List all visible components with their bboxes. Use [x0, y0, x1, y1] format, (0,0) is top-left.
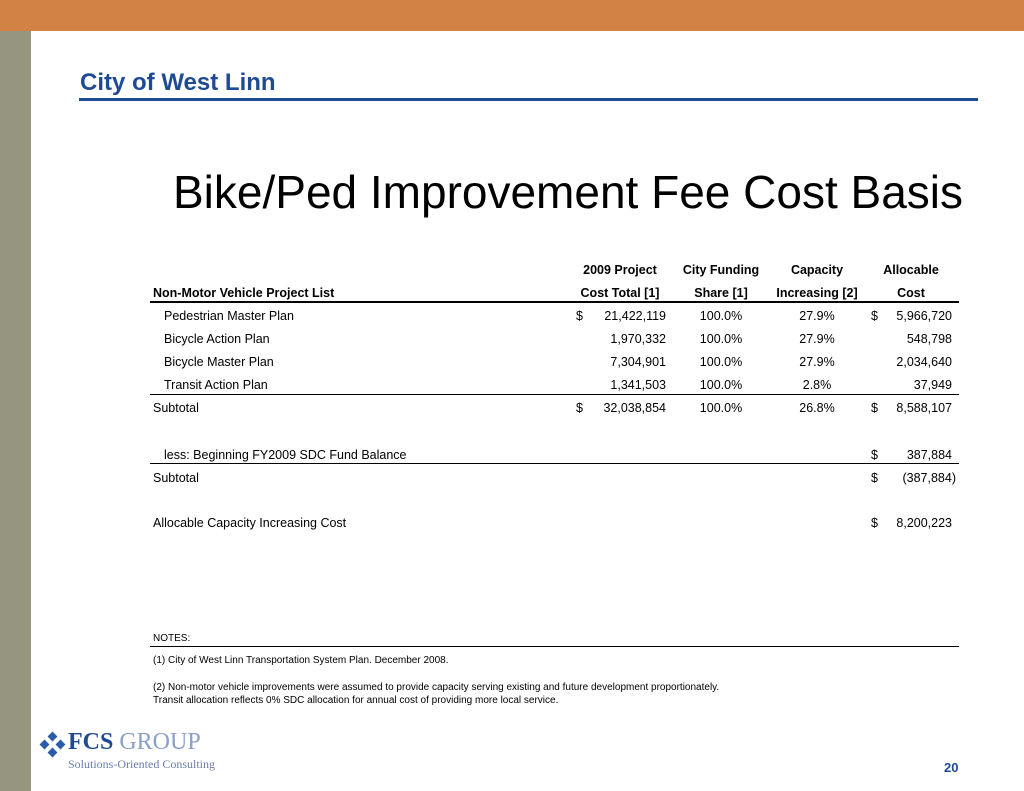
table-row-share: 100.0%	[699, 378, 743, 392]
subtotal2-label: Subtotal	[153, 471, 199, 485]
fund-balance-label: less: Beginning FY2009 SDC Fund Balance	[164, 448, 407, 462]
table-row-share: 100.0%	[699, 355, 743, 369]
slide-title: Bike/Ped Improvement Fee Cost Basis	[173, 166, 963, 218]
logo-fcs: FCS	[68, 729, 114, 755]
logo-wordmark: FCS GROUP	[68, 729, 201, 756]
fund-balance-symbol: $	[871, 448, 878, 462]
left-accent-bar	[0, 31, 31, 791]
header-rule	[79, 98, 978, 101]
table-row-alloc: 2,034,640	[896, 355, 952, 369]
table-row-share: 100.0%	[699, 332, 743, 346]
subtotal-share: 100.0%	[699, 401, 743, 415]
table-row-cost: 21,422,119	[604, 309, 666, 323]
col-header-capacity-line1: Capacity	[790, 263, 844, 277]
table-row-capacity: 2.8%	[802, 378, 832, 392]
table-row-name: Transit Action Plan	[164, 378, 268, 392]
table-row-name: Bicycle Action Plan	[164, 332, 270, 346]
table-row-capacity: 27.9%	[799, 332, 835, 346]
note-2-continued: Transit allocation reflects 0% SDC alloc…	[153, 695, 559, 706]
org-title: City of West Linn	[80, 69, 276, 96]
col-header-cost-line1: 2009 Project	[583, 263, 657, 277]
subtotal-cost-symbol: $	[576, 401, 583, 415]
subtotal-cost: 32,038,854	[603, 401, 666, 415]
col-header-allocable-line1: Allocable	[883, 263, 939, 277]
total-symbol: $	[871, 516, 878, 530]
note-2: (2) Non-motor vehicle improvements were …	[153, 682, 720, 693]
table-row-cost: 1,970,332	[610, 332, 666, 346]
table-row-cost: 1,341,503	[610, 378, 666, 392]
table-row-alloc-symbol: $	[871, 309, 878, 323]
fund-balance-amount: 387,884	[906, 448, 952, 462]
col-header-project-list: Non-Motor Vehicle Project List	[153, 286, 335, 300]
logo-group: GROUP	[119, 729, 201, 755]
total-label: Allocable Capacity Increasing Cost	[153, 516, 347, 530]
fund-balance-underline	[150, 463, 959, 464]
rows-underline	[150, 394, 959, 395]
logo-tagline: Solutions-Oriented Consulting	[68, 757, 215, 771]
subtotal2-symbol: $	[871, 471, 878, 485]
table-row-capacity: 27.9%	[799, 355, 835, 369]
table-row-name: Pedestrian Master Plan	[164, 309, 294, 323]
note-1: (1) City of West Linn Transportation Sys…	[153, 655, 449, 666]
table-row-alloc: 5,966,720	[896, 309, 952, 323]
subtotal2-amount: (387,884)	[902, 471, 956, 485]
notes-rule	[150, 646, 959, 647]
notes-heading: NOTES:	[153, 633, 191, 644]
table-row-name: Bicycle Master Plan	[164, 355, 274, 369]
col-header-cost-line2: Cost Total [1]	[580, 286, 660, 300]
table-row-cost: 7,304,901	[610, 355, 666, 369]
subtotal-label: Subtotal	[153, 401, 199, 415]
subtotal-alloc: 8,588,107	[896, 401, 952, 415]
subtotal-capacity: 26.8%	[799, 401, 835, 415]
col-header-capacity-line2: Increasing [2]	[776, 286, 858, 300]
top-accent-bar	[0, 0, 1024, 31]
table-row-cost-symbol: $	[576, 309, 583, 323]
page-number: 20	[944, 760, 959, 775]
fcs-group-logo: FCS GROUP Solutions-Oriented Consulting	[39, 729, 230, 777]
diamond-cluster-icon	[39, 731, 66, 759]
table-row-alloc: 37,949	[913, 378, 952, 392]
col-header-allocable-line2: Cost	[897, 286, 925, 300]
total-amount: 8,200,223	[896, 516, 952, 530]
table-row-alloc: 548,798	[906, 332, 952, 346]
table-row-share: 100.0%	[699, 309, 743, 323]
header-underline	[150, 301, 959, 303]
col-header-share-line1: City Funding	[682, 263, 760, 277]
subtotal-alloc-symbol: $	[871, 401, 878, 415]
table-row-capacity: 27.9%	[799, 309, 835, 323]
col-header-share-line2: Share [1]	[694, 286, 748, 300]
